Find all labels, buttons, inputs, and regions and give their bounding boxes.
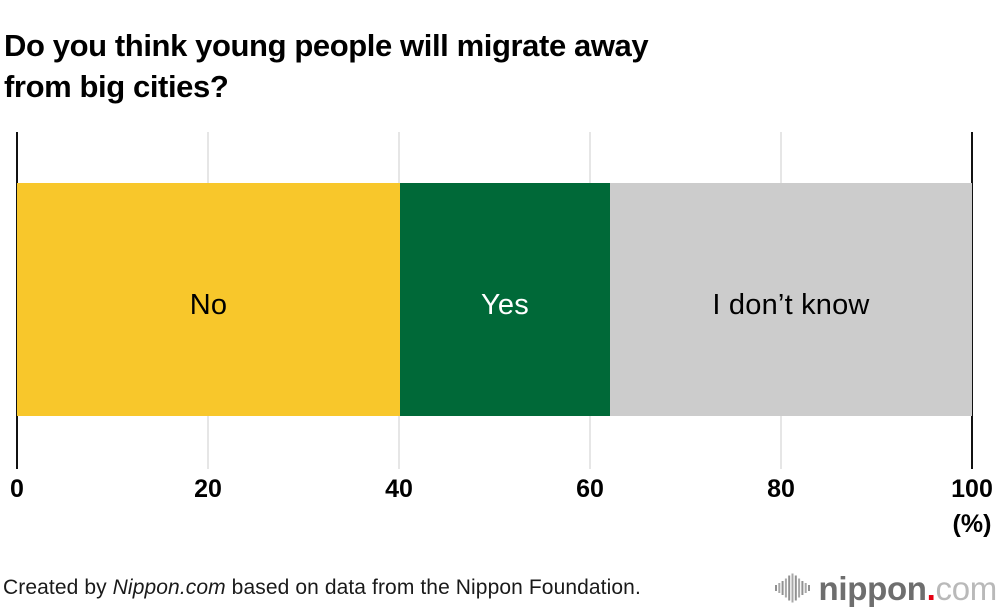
footer: Created by Nippon.com based on data from…	[3, 571, 997, 605]
bar-segment-yes: Yes	[399, 183, 611, 416]
axis-boundary-line	[971, 132, 973, 469]
bar-segment-i-don-t-know: I don’t know	[610, 183, 972, 416]
x-tick-label: 40	[385, 475, 413, 503]
credit-text: Created by Nippon.com based on data from…	[3, 576, 641, 600]
x-tick-label: 60	[576, 475, 604, 503]
credit-source: Nippon.com	[112, 576, 226, 599]
logo-text: nippon.com	[819, 572, 998, 605]
logo-dot: .	[926, 569, 936, 607]
credit-prefix: Created by	[3, 576, 113, 599]
credit-suffix: based on data from the Nippon Foundation…	[225, 576, 641, 599]
chart-title: Do you think young people will migrate a…	[4, 27, 649, 104]
waveform-icon	[774, 573, 810, 603]
logo-brand: nippon	[818, 569, 927, 607]
x-tick-label: 20	[194, 475, 222, 503]
logo-tld: com	[935, 569, 998, 607]
nippon-logo: nippon.com	[774, 571, 998, 605]
plot-area: No Yes I don’t know (%) 0 20 40 60 80 100	[10, 132, 993, 538]
x-axis-unit-label: (%)	[952, 510, 992, 538]
bar-segment-no: No	[17, 183, 400, 416]
x-tick-label: 0	[10, 475, 24, 503]
x-tick-label: 100	[951, 475, 993, 503]
stacked-bar: No Yes I don’t know	[17, 183, 972, 416]
x-tick-label: 80	[767, 475, 795, 503]
